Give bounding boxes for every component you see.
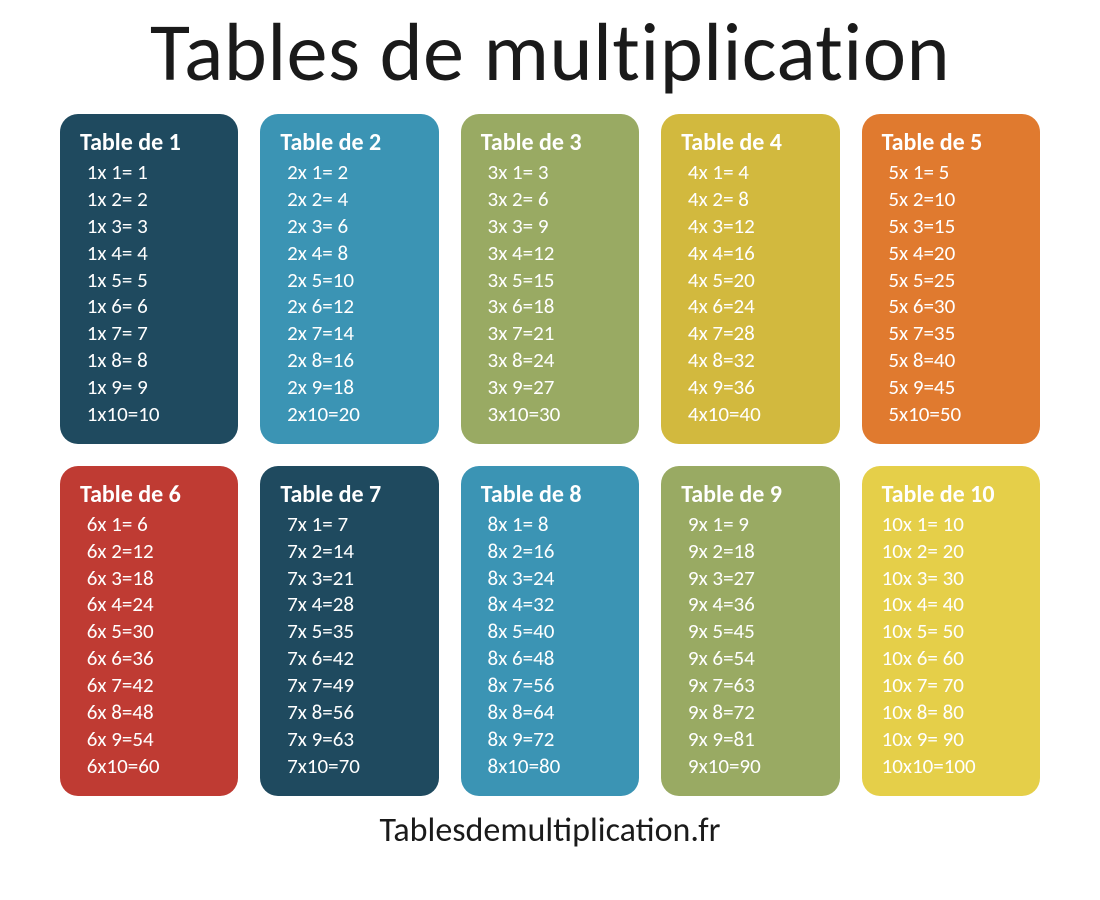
table-rows: 6x 1= 6 6x 2=12 6x 3=18 6x 4=24 6x 5=30 … (80, 511, 228, 780)
table-card-title: Table de 10 (882, 480, 1030, 509)
page-title: Tables de multiplication (150, 10, 950, 96)
table-card-title: Table de 6 (80, 480, 228, 509)
table-card-5: Table de 5 5x 1= 5 5x 2=10 5x 3=15 5x 4=… (862, 114, 1040, 444)
table-card-title: Table de 5 (882, 128, 1030, 157)
table-card-8: Table de 8 8x 1= 8 8x 2=16 8x 3=24 8x 4=… (461, 466, 639, 796)
table-card-title: Table de 1 (80, 128, 228, 157)
table-rows: 1x 1= 1 1x 2= 2 1x 3= 3 1x 4= 4 1x 5= 5 … (80, 159, 228, 428)
table-card-9: Table de 9 9x 1= 9 9x 2=18 9x 3=27 9x 4=… (661, 466, 839, 796)
table-card-title: Table de 3 (481, 128, 629, 157)
table-rows: 10x 1= 10 10x 2= 20 10x 3= 30 10x 4= 40 … (882, 511, 1030, 780)
table-rows: 2x 1= 2 2x 2= 4 2x 3= 6 2x 4= 8 2x 5=10 … (280, 159, 428, 428)
table-rows: 8x 1= 8 8x 2=16 8x 3=24 8x 4=32 8x 5=40 … (481, 511, 629, 780)
table-rows: 4x 1= 4 4x 2= 8 4x 3=12 4x 4=16 4x 5=20 … (681, 159, 829, 428)
table-card-7: Table de 7 7x 1= 7 7x 2=14 7x 3=21 7x 4=… (260, 466, 438, 796)
tables-grid: Table de 1 1x 1= 1 1x 2= 2 1x 3= 3 1x 4=… (60, 114, 1040, 796)
table-card-2: Table de 2 2x 1= 2 2x 2= 4 2x 3= 6 2x 4=… (260, 114, 438, 444)
table-card-3: Table de 3 3x 1= 3 3x 2= 6 3x 3= 9 3x 4=… (461, 114, 639, 444)
table-card-title: Table de 2 (280, 128, 428, 157)
table-rows: 3x 1= 3 3x 2= 6 3x 3= 9 3x 4=12 3x 5=15 … (481, 159, 629, 428)
table-card-title: Table de 8 (481, 480, 629, 509)
table-card-6: Table de 6 6x 1= 6 6x 2=12 6x 3=18 6x 4=… (60, 466, 238, 796)
table-card-1: Table de 1 1x 1= 1 1x 2= 2 1x 3= 3 1x 4=… (60, 114, 238, 444)
table-card-title: Table de 7 (280, 480, 428, 509)
table-card-title: Table de 9 (681, 480, 829, 509)
table-card-10: Table de 1010x 1= 10 10x 2= 20 10x 3= 30… (862, 466, 1040, 796)
table-rows: 5x 1= 5 5x 2=10 5x 3=15 5x 4=20 5x 5=25 … (882, 159, 1030, 428)
table-rows: 7x 1= 7 7x 2=14 7x 3=21 7x 4=28 7x 5=35 … (280, 511, 428, 780)
table-card-title: Table de 4 (681, 128, 829, 157)
table-card-4: Table de 4 4x 1= 4 4x 2= 8 4x 3=12 4x 4=… (661, 114, 839, 444)
footer-url: Tablesdemultiplication.fr (379, 810, 720, 851)
table-rows: 9x 1= 9 9x 2=18 9x 3=27 9x 4=36 9x 5=45 … (681, 511, 829, 780)
